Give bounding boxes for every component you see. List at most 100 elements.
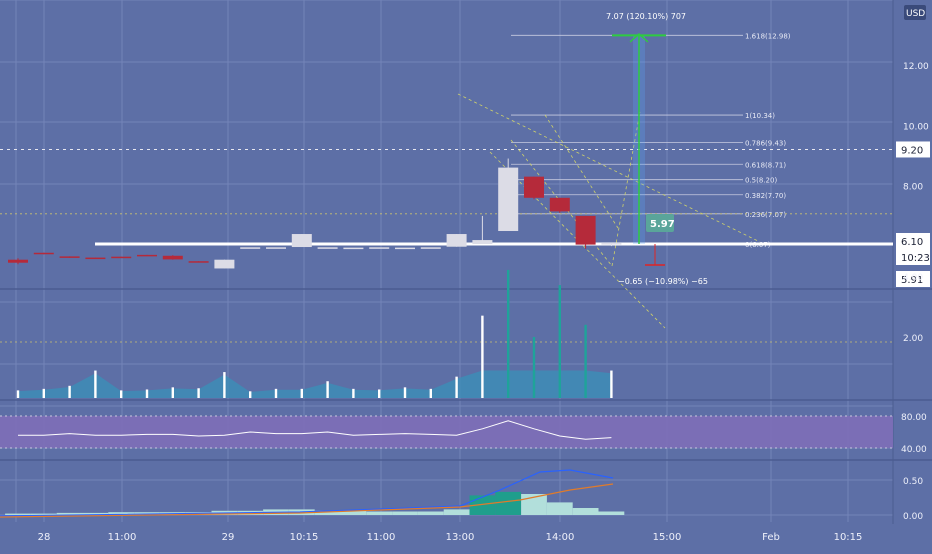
trend-line <box>489 151 666 329</box>
macd-histogram-bar <box>392 511 418 515</box>
volume-axis-tick: 4.00 <box>903 273 923 283</box>
time-axis: 28 11:00 29 10:15 11:00 13:00 14:00 15:00 Feb 10:… <box>0 524 932 550</box>
level-price-tag-box <box>896 141 930 158</box>
candle-body[interactable] <box>498 167 519 232</box>
candle-body[interactable] <box>8 259 28 263</box>
candle-body[interactable] <box>549 197 570 212</box>
volume-bar <box>610 370 613 398</box>
low-price-tag-box <box>896 271 930 287</box>
measure-up-label: 7.07 (120.10%) 707 <box>606 12 686 21</box>
fib-level-label: 0.786(9.43) <box>745 140 786 148</box>
macd-histogram-bar <box>82 512 109 515</box>
countdown-tag-box <box>896 249 930 265</box>
level-price-tag: 9.20 <box>901 145 923 156</box>
currency-label: USD <box>906 9 925 19</box>
time-axis-tick: 29 <box>222 532 235 543</box>
countdown-tag: 10:23 <box>901 253 930 264</box>
volume-bar <box>120 390 123 398</box>
volume-bar <box>532 337 536 398</box>
trend-line <box>611 111 641 267</box>
time-axis-tick: 10:15 <box>834 532 863 543</box>
volume-ma-area <box>18 370 612 398</box>
fib-level-label: 0.5(8.20) <box>745 177 777 185</box>
macd-histogram-bar <box>5 513 31 515</box>
candle-body[interactable] <box>111 256 132 259</box>
time-axis-tick: 28 <box>38 532 51 543</box>
volume-bars <box>16 269 613 398</box>
currency-badge <box>904 5 926 20</box>
volume-bar <box>300 388 303 398</box>
volume-bar <box>403 387 407 398</box>
fib-level-label: 1(10.34) <box>745 112 775 120</box>
macd-histogram-bar <box>443 509 470 515</box>
time-axis-tick: 13:00 <box>446 532 475 543</box>
fibonacci-retracement: 1.618(12.98) 1(10.34) 0.786(9.43) 0.618(8.7… <box>511 32 791 249</box>
price-axis-tick: 12.00 <box>903 62 929 72</box>
candle-body[interactable] <box>395 247 415 250</box>
price-axis-tick: 8.00 <box>903 183 923 193</box>
current-price-tag: 6.10 <box>901 237 923 248</box>
candle-body[interactable] <box>472 240 493 244</box>
macd-histogram-bar <box>521 494 547 515</box>
candle-body[interactable] <box>162 255 183 260</box>
fib-level-label: 0.382(7.70) <box>745 192 786 200</box>
macd-histogram-bar <box>495 491 522 515</box>
macd-histogram-bar <box>56 512 83 515</box>
macd-histogram-bar <box>366 511 393 515</box>
volume-bar <box>171 387 174 398</box>
signal-line <box>0 483 614 518</box>
rsi-line <box>18 420 612 440</box>
volume-bar <box>223 372 226 398</box>
macd-histogram-bar <box>546 502 573 515</box>
rsi-axis-tick: 40.00 <box>901 445 927 455</box>
measure-down-label: −0.65 (−10.98%) −65 <box>618 277 708 286</box>
candle-body[interactable] <box>575 215 596 245</box>
candle-body[interactable] <box>214 259 235 269</box>
candle-body[interactable] <box>266 247 286 249</box>
trend-line <box>544 114 619 229</box>
macd-histogram-bar <box>314 510 341 515</box>
candles <box>8 158 622 269</box>
candle-body[interactable] <box>85 257 106 260</box>
macd-histogram-bar <box>108 512 135 515</box>
candle-body[interactable] <box>240 247 261 249</box>
candle-body[interactable] <box>420 247 441 249</box>
measure-up-arrow <box>629 32 649 43</box>
volume-bar <box>378 389 381 398</box>
macd-histogram-bar <box>572 508 599 515</box>
candle-body[interactable] <box>33 252 54 255</box>
rsi-axis-tick: 80.00 <box>901 413 927 423</box>
candle-body[interactable] <box>524 176 544 198</box>
candle-body[interactable] <box>317 247 338 249</box>
candle-body[interactable] <box>59 256 80 258</box>
volume-bar <box>42 388 45 398</box>
volume-bar <box>481 315 484 398</box>
fib-level-label: 0.618(8.71) <box>745 161 786 169</box>
current-price-tag-box <box>896 233 930 249</box>
candle-body[interactable] <box>188 261 209 263</box>
fib-level-label: 1.618(12.98) <box>745 32 791 40</box>
candle-body[interactable] <box>137 254 157 257</box>
time-axis-tick: 14:00 <box>546 532 575 543</box>
macd-histogram-bar <box>30 513 57 515</box>
volume-axis-tick: 2.00 <box>903 334 923 344</box>
volume-bar <box>249 391 252 398</box>
candle-body[interactable] <box>343 247 364 250</box>
time-axis-tick: 11:00 <box>367 532 396 543</box>
candle-body[interactable] <box>446 234 467 247</box>
candle-body[interactable] <box>291 234 312 248</box>
volume-bar <box>507 269 510 398</box>
volume-bar <box>429 388 432 398</box>
volume-bar <box>326 381 329 398</box>
time-axis-tick: 15:00 <box>653 532 682 543</box>
trend-line <box>457 93 761 243</box>
rsi-band <box>0 416 893 448</box>
price-callout-label: 5.97 <box>650 219 675 230</box>
price-callout-box <box>646 214 674 232</box>
macd-histogram-bar <box>417 511 444 515</box>
candle-body[interactable] <box>369 247 390 249</box>
candle-body[interactable] <box>601 243 622 245</box>
